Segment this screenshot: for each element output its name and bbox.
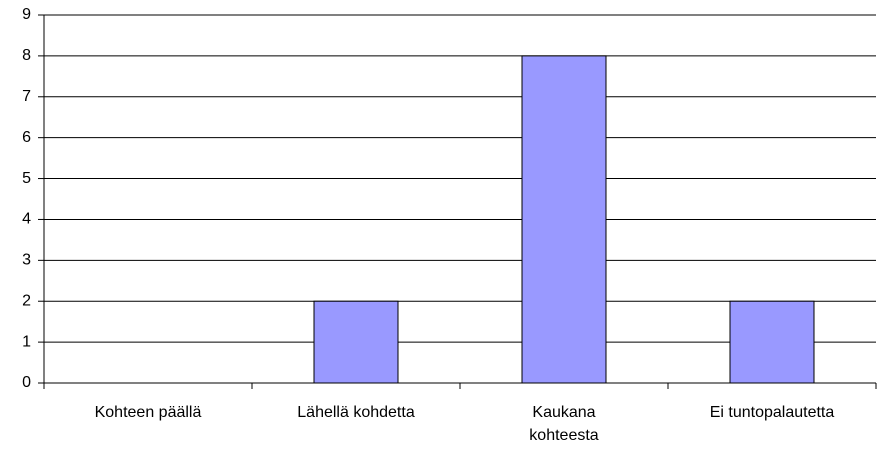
y-tick-label: 3 (22, 252, 31, 269)
y-tick-label: 0 (22, 374, 31, 391)
x-tick-label: Lähellä kohdetta (297, 404, 415, 421)
x-tick-label: Kohteen päällä (95, 404, 202, 421)
y-tick-label: 4 (22, 211, 31, 228)
y-tick-label: 5 (22, 170, 31, 187)
bar (521, 55, 607, 384)
y-tick-label: 2 (22, 292, 31, 309)
bar (729, 300, 815, 384)
y-tick-label: 8 (22, 47, 31, 64)
y-tick-label: 9 (22, 6, 31, 23)
y-tick-label: 6 (22, 129, 31, 146)
bar (313, 300, 399, 384)
x-tick-label: Ei tuntopalautetta (710, 404, 835, 421)
y-tick-label: 1 (22, 333, 31, 350)
x-tick-label: Kaukana kohteesta (529, 404, 598, 444)
y-tick-label: 7 (22, 88, 31, 105)
